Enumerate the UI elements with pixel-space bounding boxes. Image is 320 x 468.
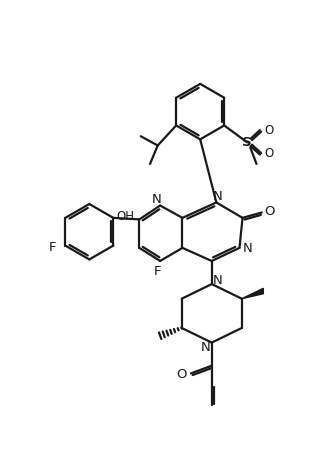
Text: O: O xyxy=(264,205,275,218)
Text: N: N xyxy=(201,342,211,354)
Text: OH: OH xyxy=(116,210,135,223)
Text: N: N xyxy=(213,190,223,203)
Text: F: F xyxy=(49,241,57,254)
Text: O: O xyxy=(264,147,274,161)
Polygon shape xyxy=(242,288,263,299)
Text: S: S xyxy=(243,136,252,149)
Text: O: O xyxy=(264,124,274,137)
Text: N: N xyxy=(213,274,223,287)
Text: F: F xyxy=(153,265,161,278)
Text: O: O xyxy=(176,368,187,380)
Text: N: N xyxy=(152,193,162,206)
Text: N: N xyxy=(242,242,252,255)
